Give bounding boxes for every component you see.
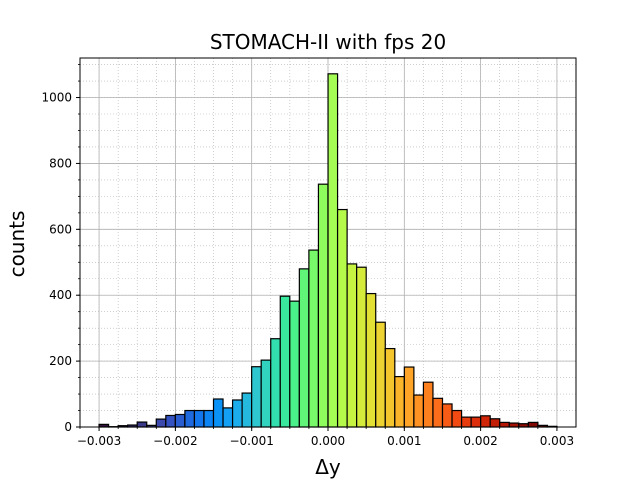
histogram-bar: [165, 414, 176, 428]
y-axis-label: counts: [5, 211, 29, 278]
histogram-bar: [365, 292, 377, 428]
x-tick-label: −0.002: [153, 434, 197, 448]
histogram-bar: [184, 409, 196, 428]
y-tick-label: 600: [49, 222, 72, 236]
histogram-bar: [451, 409, 463, 428]
y-tick-label: 800: [49, 156, 72, 170]
histogram-bar: [270, 338, 281, 428]
histogram-bar: [231, 399, 243, 428]
histogram-bar: [203, 409, 215, 428]
histogram-bar: [346, 263, 358, 428]
x-tick-label: −0.001: [229, 434, 273, 448]
y-tick-label: 200: [49, 354, 72, 368]
histogram-bar: [375, 321, 386, 428]
histogram-bar: [155, 418, 167, 428]
x-tick-label: 0.003: [540, 434, 574, 448]
histogram-bar: [508, 422, 520, 428]
histogram-bar: [470, 416, 482, 428]
histogram-bar: [460, 416, 472, 428]
histogram-bar: [356, 266, 367, 428]
histogram-bar: [298, 268, 310, 428]
histogram-bar: [174, 413, 186, 428]
x-tick-label: 0.001: [387, 434, 421, 448]
histogram-bar: [489, 418, 501, 428]
histogram-bar: [251, 366, 262, 428]
bars: [98, 73, 558, 428]
x-tick-label: 0.000: [311, 434, 345, 448]
histogram-bar: [241, 392, 253, 428]
histogram-bar: [432, 397, 444, 428]
x-axis-label: Δy: [315, 455, 341, 479]
histogram-bar: [480, 415, 491, 428]
x-tick-label: −0.003: [77, 434, 121, 448]
ticks: −0.003 −0.002 −0.001 0.000 0.001 0.002 0.003 0 2…: [41, 64, 574, 448]
histogram-bar: [327, 73, 339, 428]
histogram-bar: [413, 394, 425, 428]
histogram-bar: [136, 421, 148, 428]
histogram-bar: [499, 421, 510, 428]
histogram-bar: [336, 208, 348, 428]
y-tick-label: 400: [49, 288, 72, 302]
histogram-bar: [260, 359, 272, 428]
histogram-bar: [212, 398, 224, 428]
histogram-bar: [527, 421, 539, 428]
histogram-bar: [441, 403, 453, 428]
histogram-bar: [222, 407, 234, 428]
y-tick-label: 0: [64, 420, 72, 434]
histogram-bar: [422, 381, 434, 428]
x-tick-label: 0.002: [463, 434, 497, 448]
chart-title: STOMACH-II with fps 20: [210, 30, 446, 54]
y-tick-label: 1000: [41, 91, 72, 105]
histogram-bar: [289, 300, 300, 428]
histogram-bar: [403, 366, 415, 428]
histogram-bar: [279, 295, 291, 428]
histogram-bar: [193, 409, 205, 428]
histogram-bar: [317, 183, 329, 428]
histogram-bar: [394, 375, 405, 428]
histogram-bar: [384, 347, 396, 428]
histogram-bar: [308, 249, 320, 428]
